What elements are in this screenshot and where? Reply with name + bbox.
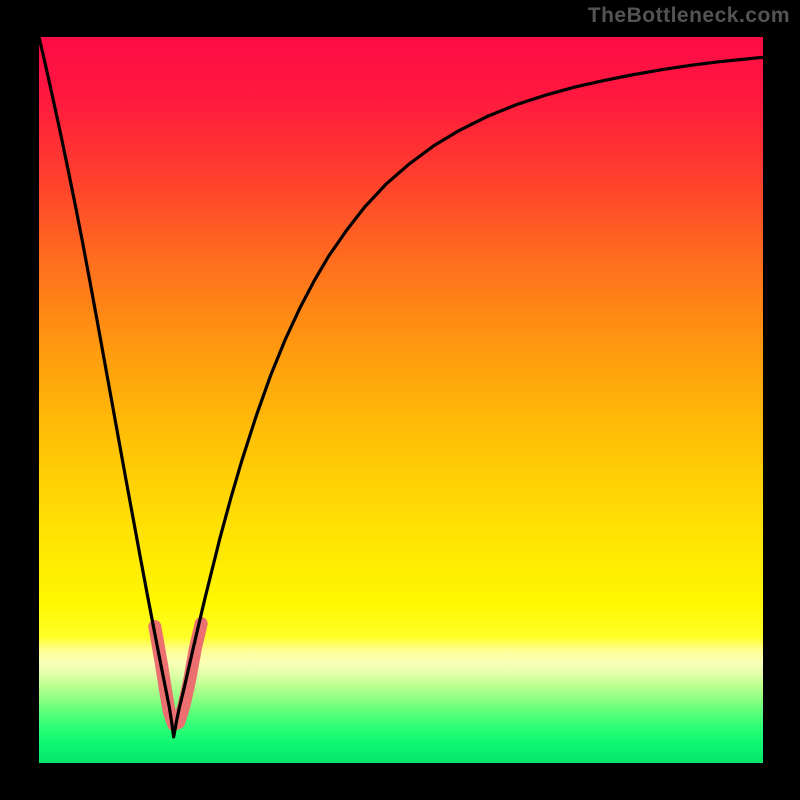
bottleneck-chart bbox=[0, 0, 800, 800]
plot-background bbox=[39, 37, 763, 763]
attribution-text: TheBottleneck.com bbox=[588, 4, 790, 28]
stage: TheBottleneck.com bbox=[0, 0, 800, 800]
